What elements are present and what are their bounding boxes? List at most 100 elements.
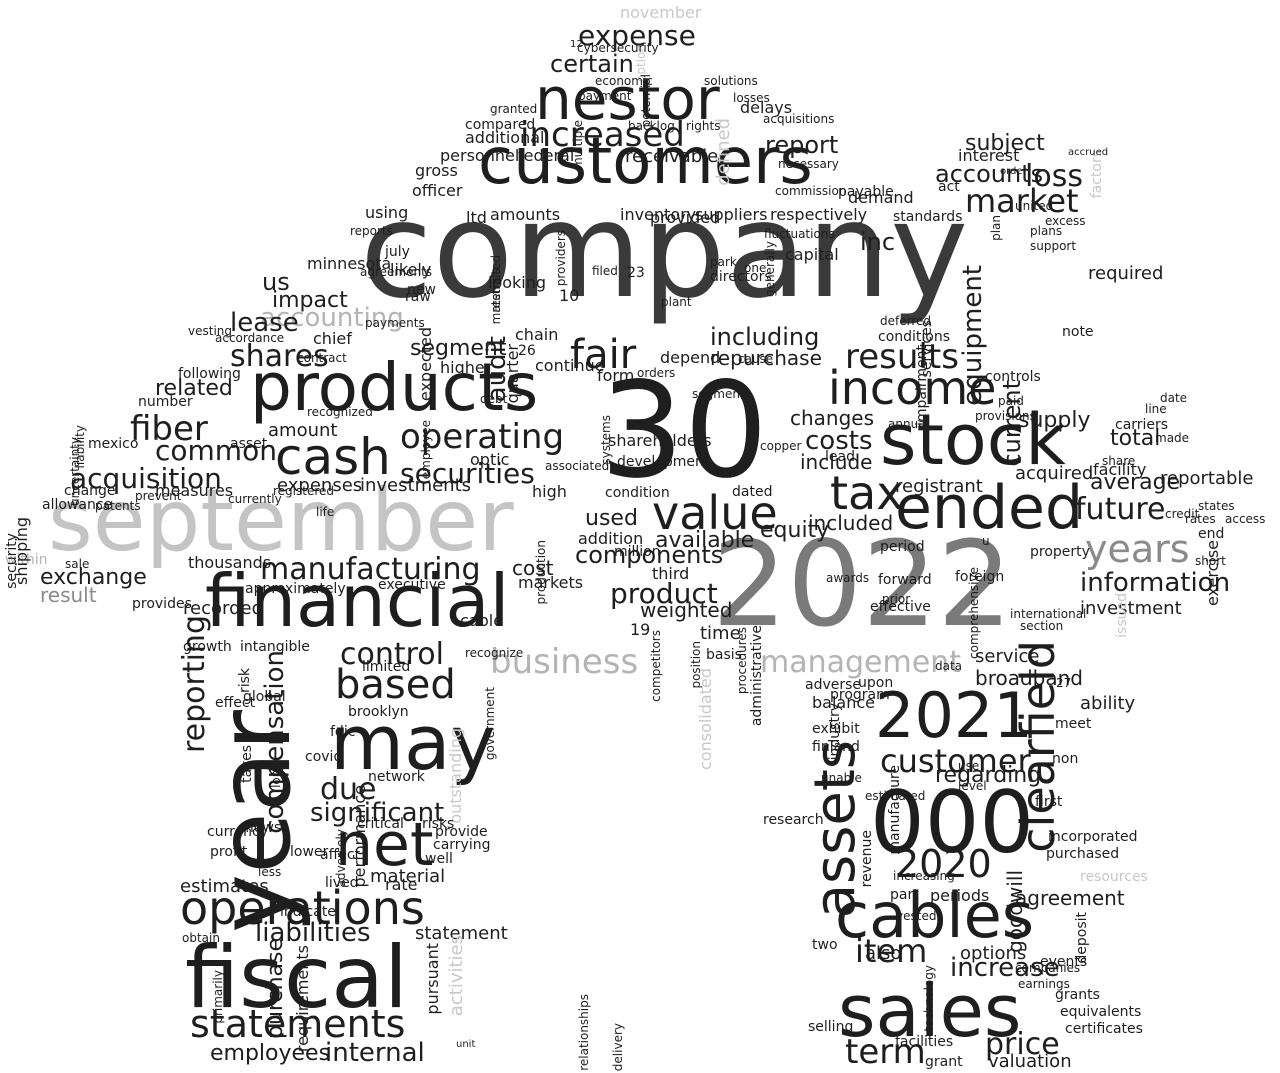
cloud-word: solutions [704,74,758,88]
cloud-word: directors [710,269,772,285]
cloud-word: increased [520,115,685,155]
cloud-word: associated [545,459,610,473]
cloud-word: balance [812,693,875,712]
cloud-word: form [597,366,635,385]
cloud-word: annual [888,417,929,431]
cloud-word: operations [180,881,425,935]
cloud-word: supply [1018,408,1091,433]
cloud-word: property [1030,544,1090,560]
cloud-word: certain [550,50,634,78]
cloud-word: providers [554,230,568,287]
cloud-word: sale [65,557,90,571]
cloud-word: federal [518,146,575,165]
cloud-word: non [1052,751,1079,767]
cloud-word: cables [835,879,1035,952]
cloud-word: new [407,282,436,298]
cloud-word: accounting [260,303,404,333]
cloud-word: mexico [88,436,139,452]
cloud-word: allowance [42,497,113,513]
cloud-word: used [585,506,638,531]
cloud-word: third [652,564,690,583]
cloud-word: meet [1055,716,1092,732]
cloud-word: related [155,376,233,401]
cloud-word: life [316,505,335,519]
cloud-word: nestor [535,65,720,133]
cloud-word: lease [230,308,299,338]
cloud-word: upon [858,675,894,691]
cloud-word: long [269,762,283,788]
cloud-word: first [1035,794,1063,810]
cloud-word: changes [790,406,875,430]
cloud-word: purchase [263,938,288,1039]
cloud-word: july [385,244,410,260]
cloud-word: two [812,937,838,953]
cloud-word: november [620,3,702,22]
cloud-word: tax [830,466,904,520]
cloud-word: time [700,623,741,644]
cloud-word: 19 [630,620,651,639]
cloud-word: carriers [1115,417,1169,433]
cloud-word: currently [228,492,282,506]
cloud-word: deferred [880,314,931,328]
cloud-word: addition [578,529,644,548]
cloud-word: earnings [1018,977,1070,991]
cloud-word: officer [412,181,463,200]
cloud-word: future [1075,492,1166,527]
cloud-word: potential [639,74,653,128]
cloud-word: ended [895,473,1084,543]
cloud-word: debt [480,392,508,406]
cloud-word: delays [740,98,793,117]
cloud-word: internal [325,1038,425,1068]
cloud-word: international [1010,607,1087,621]
cloud-word: investments [360,475,472,496]
cloud-word: valuation [988,1051,1072,1072]
cloud-word: global [243,689,286,705]
cloud-word: likely [390,260,432,279]
cloud-word: using [365,203,409,222]
cloud-word: estimates [180,876,269,897]
cloud-word: relationships [577,994,591,1071]
cloud-word: vesting [188,324,232,338]
cloud-word: network [368,769,425,785]
cloud-word: critical [357,816,404,832]
cloud-word: issued [1114,593,1130,638]
cloud-word: lived [325,875,359,891]
cloud-word: facility [1093,460,1147,479]
cloud-word: manufacturing [260,552,481,587]
cloud-word: act [938,179,960,195]
cloud-word: payments [365,316,425,330]
cloud-word: losses [733,91,770,105]
cloud-word: continue [535,356,605,375]
cloud-word: results [845,337,959,377]
cloud-word: raw [405,289,431,305]
cloud-word: vested [896,909,937,923]
cloud-word: activities [446,935,467,1017]
cloud-word: cause [738,352,774,366]
cloud-word: suppliers [695,205,768,224]
cloud-word: data [935,659,963,673]
cloud-word: asset [230,436,268,452]
cloud-word: customers [478,125,813,199]
cloud-word: product [610,577,718,610]
cloud-word: accrued [1068,147,1109,158]
cloud-word: 10 [559,286,580,305]
cloud-word: service [975,646,1040,667]
cloud-word: amounts [490,205,561,224]
cloud-word: awards [826,571,870,585]
cloud-word: chain [515,325,559,344]
cloud-word: acquired [1015,463,1094,484]
cloud-word: september [48,471,514,571]
cloud-word: cybersecurity [577,41,659,55]
cloud-word: filed [592,264,618,278]
cloud-word: order [1000,166,1027,177]
cloud-word: control [340,637,444,672]
cloud-word: reporting [177,615,212,754]
cloud-word: measures [155,481,234,500]
cloud-word: cable [460,611,504,630]
cloud-word: risks [422,816,455,832]
cloud-word: options [960,943,1027,964]
cloud-word: procedures [735,627,749,695]
cloud-word: 2021 [875,679,1033,752]
cloud-word: 23 [627,265,645,281]
